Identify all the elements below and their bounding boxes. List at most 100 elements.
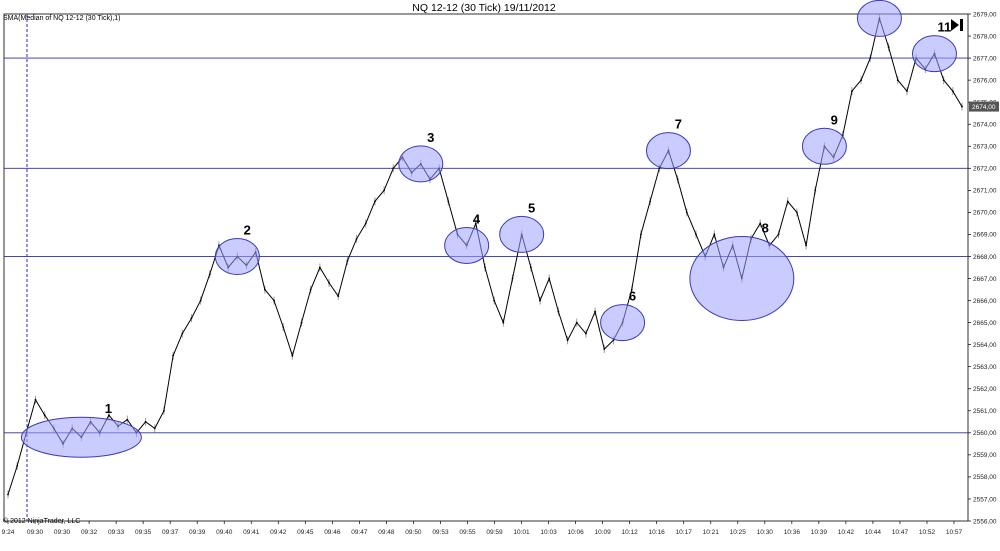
price-point bbox=[906, 90, 908, 93]
jump-to-end-icon[interactable] bbox=[950, 18, 964, 32]
highlight-ellipse[interactable] bbox=[499, 215, 545, 253]
price-point bbox=[318, 266, 321, 269]
price-point bbox=[658, 167, 661, 170]
price-point bbox=[630, 288, 633, 291]
price-point bbox=[951, 90, 954, 93]
price-point bbox=[346, 259, 349, 262]
x-tick-label: 09:30 bbox=[27, 529, 44, 536]
price-point bbox=[493, 299, 496, 302]
y-tick-label: 2560,00 bbox=[973, 430, 997, 437]
x-tick-label: 09:37 bbox=[162, 529, 179, 536]
highlight-ellipse[interactable] bbox=[214, 237, 260, 275]
price-point bbox=[383, 189, 385, 192]
price-point bbox=[163, 409, 165, 412]
price-point bbox=[575, 321, 578, 324]
y-tick-label: 2558,00 bbox=[973, 474, 997, 481]
price-point bbox=[108, 414, 110, 417]
x-tick-label: 09:48 bbox=[378, 529, 395, 536]
chart-title: NQ 12-12 (30 Tick) 19/11/2012 bbox=[412, 2, 556, 14]
price-point bbox=[685, 211, 688, 214]
y-tick-label: 2564,00 bbox=[973, 342, 997, 349]
price-point bbox=[942, 79, 945, 82]
price-point bbox=[43, 414, 46, 417]
price-point bbox=[713, 233, 716, 236]
x-tick-label: 10:47 bbox=[892, 529, 909, 536]
y-tick-label: 2556,00 bbox=[973, 518, 997, 525]
annotation-label: 1 bbox=[105, 401, 112, 416]
x-tick-label: 09:55 bbox=[459, 529, 476, 536]
highlight-ellipse[interactable] bbox=[444, 226, 490, 264]
highlight-ellipse[interactable] bbox=[689, 236, 795, 322]
x-tick-label: 09:59 bbox=[486, 529, 503, 536]
price-point bbox=[805, 244, 807, 247]
x-tick-label: 10:09 bbox=[594, 529, 611, 536]
price-point bbox=[539, 299, 541, 302]
price-point bbox=[291, 354, 294, 357]
x-tick-label: 09:45 bbox=[297, 529, 314, 536]
indicator-label: SMA(Median of NQ 12-12 (30 Tick),1) bbox=[3, 15, 121, 22]
y-tick-label: 2678,00 bbox=[973, 33, 997, 40]
y-tick-label: 2679,00 bbox=[973, 11, 997, 18]
x-tick-label: 10:42 bbox=[838, 529, 855, 536]
copyright-label: © 2012 NinjaTrader, LLC bbox=[3, 518, 81, 525]
price-point bbox=[144, 420, 147, 423]
price-point bbox=[814, 189, 817, 192]
price-point bbox=[364, 222, 367, 225]
price-point bbox=[869, 57, 872, 59]
annotation-label: 6 bbox=[629, 289, 636, 304]
x-tick-label: 10:16 bbox=[649, 529, 666, 536]
x-tick-label: 09:32 bbox=[81, 529, 98, 536]
annotation-label: 9 bbox=[831, 112, 838, 127]
highlight-ellipse[interactable] bbox=[20, 416, 142, 458]
price-point bbox=[337, 295, 340, 298]
price-point bbox=[557, 310, 560, 313]
x-tick-label: 10:25 bbox=[730, 529, 747, 536]
price-point bbox=[640, 233, 642, 236]
y-tick-label: 2665,00 bbox=[973, 320, 997, 327]
price-point bbox=[649, 200, 652, 203]
highlight-ellipse[interactable] bbox=[801, 127, 847, 165]
annotation-label: 5 bbox=[528, 200, 535, 215]
price-point bbox=[392, 167, 395, 170]
y-tick-label: 2670,00 bbox=[973, 210, 997, 217]
price-point bbox=[300, 321, 303, 324]
x-tick-label: 10:44 bbox=[865, 529, 882, 536]
x-tick-label: 10:17 bbox=[676, 529, 693, 536]
y-tick-label: 2673,00 bbox=[973, 144, 997, 151]
annotation-label: 7 bbox=[675, 117, 682, 132]
x-tick-label: 10:52 bbox=[919, 529, 936, 536]
highlight-ellipse[interactable] bbox=[911, 35, 957, 73]
x-tick-label: 09:39 bbox=[189, 529, 206, 536]
x-tick-label: 09:42 bbox=[270, 529, 287, 536]
price-point bbox=[511, 277, 514, 280]
price-point bbox=[860, 79, 862, 82]
highlight-ellipse[interactable] bbox=[600, 304, 646, 342]
x-tick-label: 09:47 bbox=[351, 529, 368, 536]
highlight-ellipse[interactable] bbox=[856, 0, 902, 37]
price-point bbox=[695, 233, 697, 236]
y-tick-label: 2557,00 bbox=[973, 496, 997, 503]
y-tick-label: 2669,00 bbox=[973, 232, 997, 239]
price-point bbox=[263, 288, 266, 291]
annotation-label: 3 bbox=[427, 130, 434, 145]
y-tick-label: 2671,00 bbox=[973, 188, 997, 195]
x-tick-label: 10:39 bbox=[811, 529, 828, 536]
price-point bbox=[759, 222, 762, 225]
y-tick-label: 2667,00 bbox=[973, 276, 997, 283]
price-point bbox=[374, 200, 376, 203]
highlight-ellipse[interactable] bbox=[645, 132, 691, 170]
highlight-ellipse[interactable] bbox=[398, 145, 444, 183]
x-tick-label: 10:12 bbox=[622, 529, 639, 536]
x-tick-label: 09:50 bbox=[405, 529, 422, 536]
price-point bbox=[208, 273, 211, 276]
x-tick-label: 10:36 bbox=[784, 529, 801, 536]
y-tick-label: 2563,00 bbox=[973, 364, 997, 371]
x-tick-label: 10:21 bbox=[703, 529, 720, 536]
y-tick-label: 2672,00 bbox=[973, 166, 997, 173]
price-point bbox=[585, 332, 587, 335]
price-point bbox=[887, 46, 890, 48]
price-point bbox=[172, 354, 175, 357]
current-price-label: 2674,00 bbox=[972, 104, 996, 111]
price-point bbox=[594, 310, 596, 313]
